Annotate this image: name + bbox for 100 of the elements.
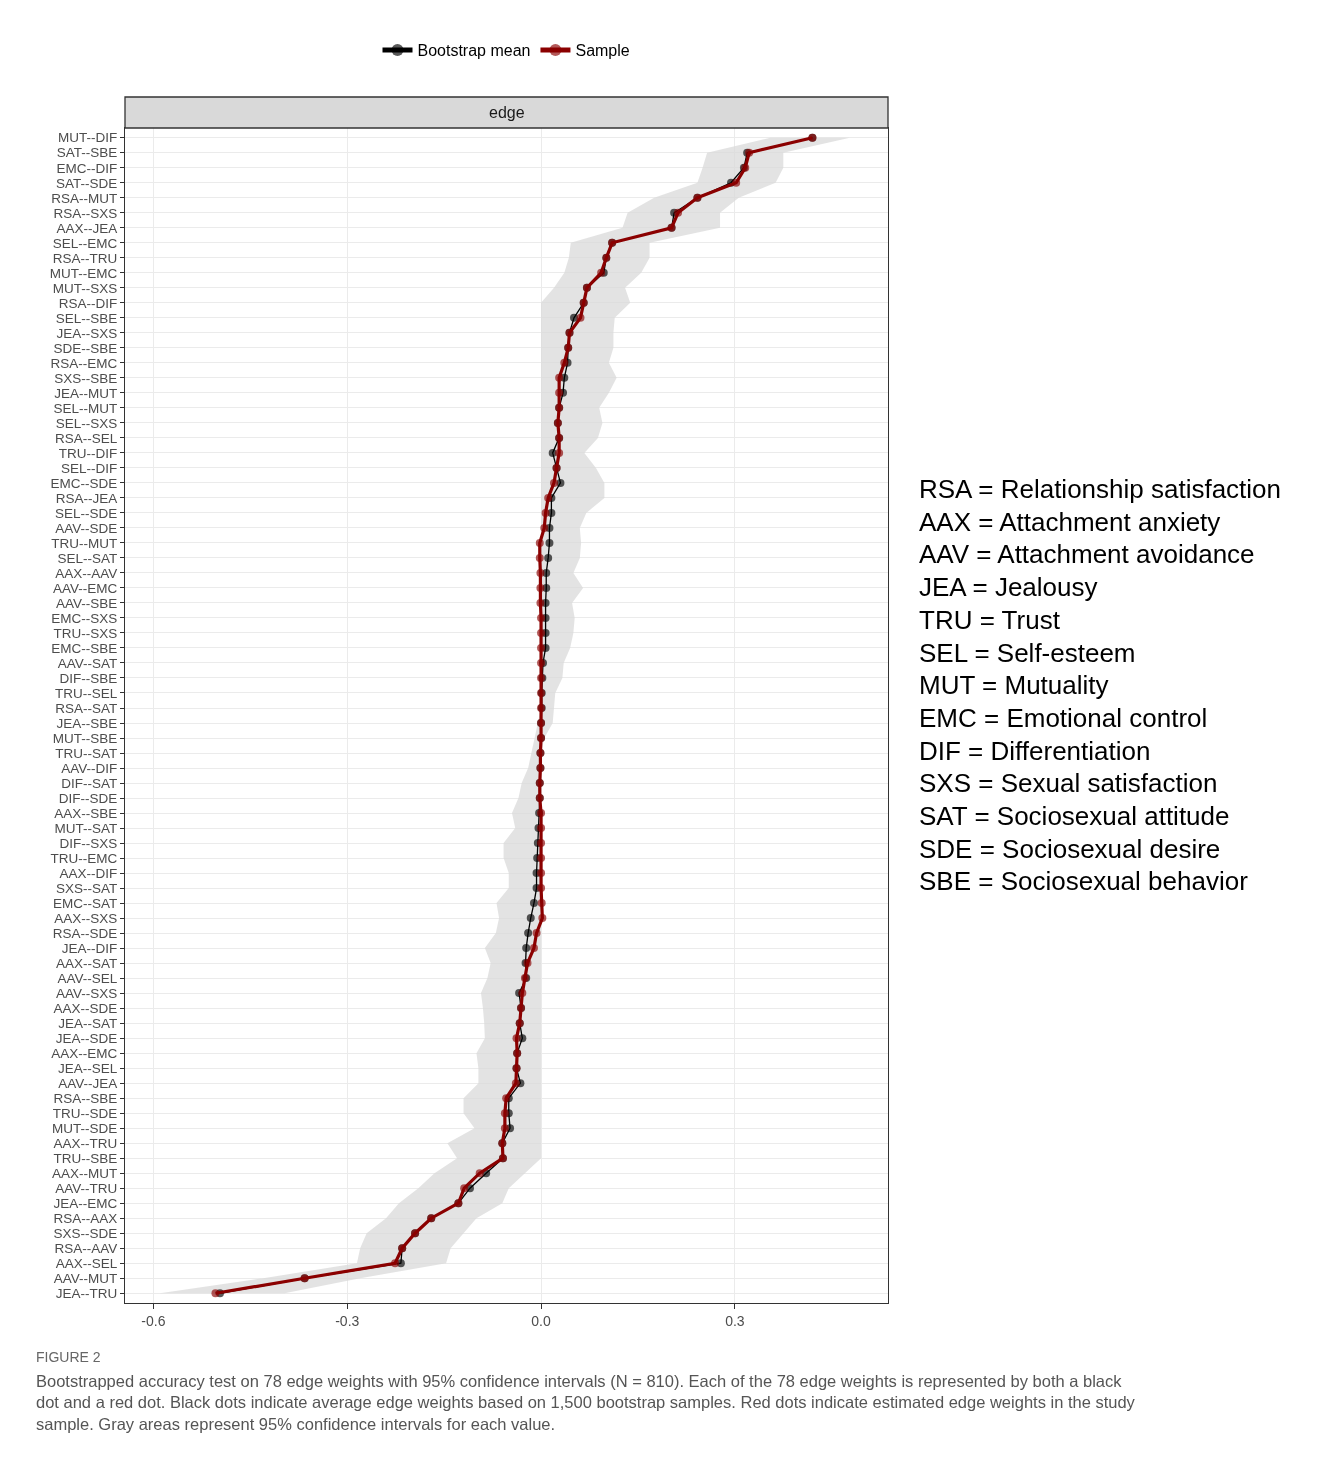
y-tick-label: AAX--SDE bbox=[53, 1000, 118, 1016]
y-tick-label: RSA--SDE bbox=[52, 925, 118, 941]
y-tick-label: AAV--SXS bbox=[56, 985, 118, 1001]
y-tick-label: AAX--DIF bbox=[59, 865, 118, 881]
text: TRU = Trust bbox=[919, 605, 1061, 635]
y-tick-label: SAT--SDE bbox=[56, 175, 118, 191]
y-tick-label: RSA--TRU bbox=[52, 250, 118, 266]
y-tick-label: SXS--SBE bbox=[54, 370, 118, 386]
y-tick-label: AAX--SXS bbox=[54, 910, 118, 926]
y-tick-label: RSA--DIF bbox=[58, 295, 118, 311]
text: EMC = Emotional control bbox=[919, 703, 1208, 733]
y-tick-label: TRU--SXS bbox=[53, 625, 118, 641]
y-tick-label: AAX--JEA bbox=[56, 220, 118, 236]
y-tick-label: SEL--SBE bbox=[55, 310, 118, 326]
y-tick-label: AAV--SEL bbox=[57, 970, 118, 986]
y-tick-label: EMC--SBE bbox=[51, 640, 118, 656]
y-tick-label: DIF--SBE bbox=[59, 670, 118, 686]
text: RSA = Relationship satisfaction bbox=[919, 474, 1282, 504]
text: SDE = Sociosexual desire bbox=[919, 834, 1221, 864]
y-tick-label: TRU--DIF bbox=[58, 445, 118, 461]
y-tick-label: AAV--MUT bbox=[53, 1270, 118, 1286]
legend-label: Sample bbox=[575, 42, 630, 60]
y-tick-label: RSA--SBE bbox=[53, 1090, 118, 1106]
caption: FIGURE 2 bbox=[36, 1349, 101, 1365]
y-tick-label: EMC--SAT bbox=[53, 895, 118, 911]
y-tick-label: TRU--MUT bbox=[51, 535, 118, 551]
y-tick-label: SEL--SXS bbox=[55, 415, 118, 431]
legend-label: Bootstrap mean bbox=[417, 42, 531, 60]
y-tick-label: JEA--SEL bbox=[58, 1060, 118, 1076]
x-tick-label: -0.3 bbox=[335, 1312, 360, 1329]
y-tick-label: EMC--SXS bbox=[51, 610, 118, 626]
y-tick-label: MUT--SDE bbox=[52, 1120, 118, 1136]
text: AAX = Attachment anxiety bbox=[919, 507, 1221, 537]
y-tick-label: MUT--SAT bbox=[54, 820, 118, 836]
y-tick-label: RSA--AAV bbox=[54, 1240, 118, 1256]
y-tick-label: AAX--TRU bbox=[53, 1135, 118, 1151]
y-tick-label: AAX--SBE bbox=[54, 805, 118, 821]
chart-title: edge bbox=[489, 104, 525, 121]
y-tick-label: JEA--MUT bbox=[54, 385, 118, 401]
text: MUT = Mutuality bbox=[919, 670, 1109, 700]
text: SAT = Sociosexual attitude bbox=[919, 801, 1230, 831]
y-tick-label: JEA--SXS bbox=[56, 325, 118, 341]
y-tick-label: AAV--JEA bbox=[58, 1075, 118, 1091]
y-tick-label: RSA--AAX bbox=[53, 1210, 118, 1226]
y-tick-label: SEL--MUT bbox=[53, 400, 118, 416]
y-tick-label: DIF--SDE bbox=[58, 790, 118, 806]
text: AAV = Attachment avoidance bbox=[919, 539, 1255, 569]
y-tick-label: RSA--SXS bbox=[53, 205, 118, 221]
y-tick-label: AAX--MUT bbox=[52, 1165, 118, 1181]
y-tick-label: EMC--SDE bbox=[50, 475, 118, 491]
y-tick-label: AAV--EMC bbox=[53, 580, 118, 596]
text: SBE = Sociosexual behavior bbox=[919, 866, 1249, 896]
y-tick-label: RSA--JEA bbox=[55, 490, 118, 506]
y-tick-label: SEL--SDE bbox=[55, 505, 118, 521]
y-tick-label: TRU--EMC bbox=[50, 850, 118, 866]
x-tick-label: -0.6 bbox=[141, 1312, 166, 1329]
text: Bootstrapped accuracy test on 78 edge weights with 95% confidence intervals (N = 810). Each of the 78 edge weights is represented by both a black dot and a red dot. Black dots indicate average edge weights based on 1,500 bootstrap samples. Red dots indicate estimated edge weights in the study sample. Gray areas represent 95% confidence intervals for each value. bbox=[36, 1372, 1136, 1433]
text: JEA = Jealousy bbox=[919, 572, 1098, 602]
x-tick-label: 0.3 bbox=[725, 1312, 745, 1329]
y-tick-label: AAV--DIF bbox=[61, 760, 118, 776]
y-tick-label: JEA--SDE bbox=[55, 1030, 118, 1046]
y-tick-label: TRU--SDE bbox=[52, 1105, 118, 1121]
y-tick-label: SEL--EMC bbox=[52, 235, 118, 251]
y-tick-label: AAX--SEL bbox=[55, 1255, 118, 1271]
y-tick-label: SXS--SDE bbox=[53, 1225, 118, 1241]
y-tick-label: JEA--SAT bbox=[58, 1015, 118, 1031]
y-tick-label: TRU--SBE bbox=[53, 1150, 118, 1166]
y-tick-label: JEA--TRU bbox=[55, 1285, 118, 1301]
y-tick-label: JEA--DIF bbox=[61, 940, 118, 956]
y-tick-label: JEA--EMC bbox=[53, 1195, 118, 1211]
y-tick-label: MUT--EMC bbox=[49, 265, 118, 281]
y-tick-label: MUT--SXS bbox=[52, 280, 118, 296]
y-tick-label: JEA--SBE bbox=[56, 715, 118, 731]
y-tick-label: AAV--SAT bbox=[57, 655, 118, 671]
y-tick-label: AAV--SBE bbox=[56, 595, 118, 611]
text: SXS = Sexual satisfaction bbox=[919, 768, 1218, 798]
text: SEL = Self-esteem bbox=[919, 638, 1136, 668]
y-tick-label: SAT--SBE bbox=[56, 145, 118, 161]
y-tick-label: RSA--MUT bbox=[51, 190, 118, 206]
y-tick-label: AAV--SDE bbox=[55, 520, 118, 536]
y-tick-label: SEL--SAT bbox=[57, 550, 118, 566]
y-tick-label: AAX--EMC bbox=[51, 1045, 118, 1061]
y-tick-label: TRU--SEL bbox=[55, 685, 118, 701]
y-tick-label: AAX--SAT bbox=[56, 955, 118, 971]
y-tick-label: EMC--DIF bbox=[56, 160, 118, 176]
y-tick-label: MUT--DIF bbox=[58, 130, 118, 146]
y-tick-label: AAV--TRU bbox=[55, 1180, 118, 1196]
x-tick-label: 0.0 bbox=[531, 1312, 551, 1329]
y-tick-label: MUT--SBE bbox=[52, 730, 118, 746]
y-tick-label: TRU--SAT bbox=[55, 745, 118, 761]
y-tick-label: RSA--EMC bbox=[50, 355, 118, 371]
y-tick-label: DIF--SAT bbox=[61, 775, 118, 791]
y-tick-label: SEL--DIF bbox=[61, 460, 118, 476]
y-tick-label: RSA--SEL bbox=[55, 430, 118, 446]
y-tick-label: SDE--SBE bbox=[53, 340, 118, 356]
text: DIF = Differentiation bbox=[919, 736, 1151, 766]
y-tick-label: SXS--SAT bbox=[56, 880, 118, 896]
y-tick-label: AAX--AAV bbox=[55, 565, 118, 581]
y-tick-label: DIF--SXS bbox=[59, 835, 118, 851]
y-tick-label: RSA--SAT bbox=[55, 700, 118, 716]
